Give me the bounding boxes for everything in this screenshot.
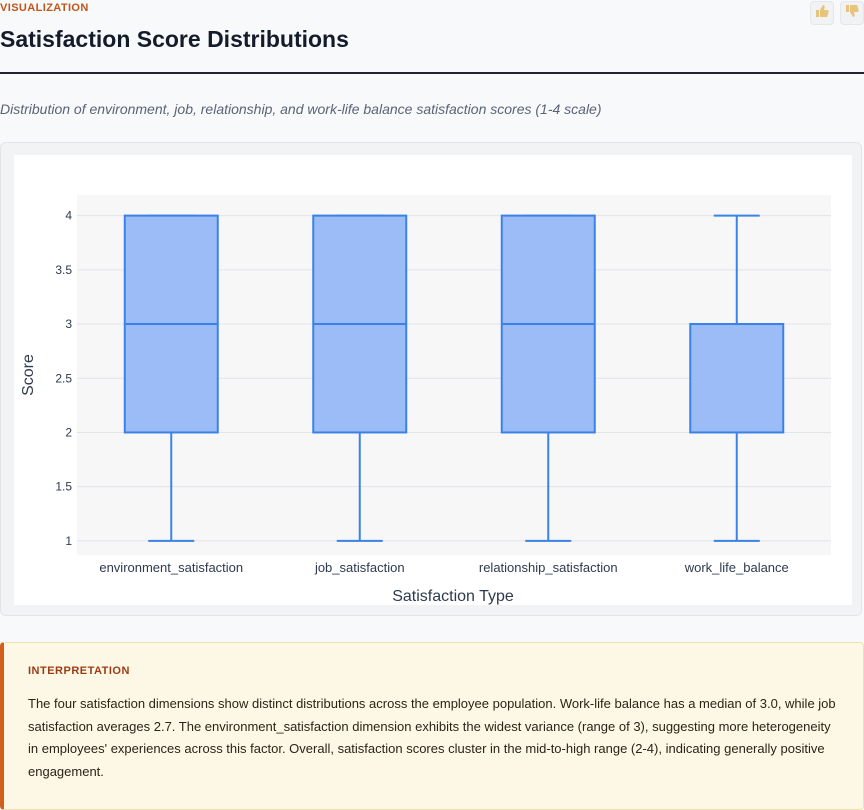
- chart-subtitle: Distribution of environment, job, relati…: [0, 101, 602, 117]
- y-tick-label: 3.5: [55, 263, 72, 277]
- y-tick-label: 1.5: [55, 480, 72, 494]
- y-tick-label: 4: [65, 209, 72, 223]
- thumbs-down-button[interactable]: [840, 1, 864, 25]
- x-axis-label: Satisfaction Type: [392, 588, 514, 605]
- title-divider: [0, 72, 864, 74]
- page-title: Satisfaction Score Distributions: [0, 26, 349, 52]
- y-tick-label: 2.5: [55, 371, 72, 385]
- section-label: VISUALIZATION: [0, 2, 89, 14]
- x-tick-label: environment_satisfaction: [99, 560, 243, 575]
- x-tick-label: relationship_satisfaction: [479, 560, 618, 575]
- thumbs-up-icon: [815, 4, 829, 23]
- y-tick-label: 3: [65, 317, 72, 331]
- box-group: [123, 214, 219, 542]
- thumbs-up-button[interactable]: [810, 1, 834, 25]
- y-tick-label: 2: [65, 425, 72, 439]
- box-plot: 1 1.5 2 2.5 3 3.5 4 environment_satisfaction job…: [14, 155, 852, 605]
- interpretation-label: INTERPRETATION: [28, 665, 130, 677]
- box-group: [689, 214, 785, 542]
- thumbs-down-icon: [845, 4, 859, 23]
- x-tick-label: work_life_balance: [684, 560, 789, 575]
- y-axis-label: Score: [20, 354, 37, 396]
- interpretation-panel: INTERPRETATION The four satisfaction dim…: [0, 642, 864, 810]
- box-iqr: [689, 323, 785, 434]
- y-tick-label: 1: [65, 534, 72, 548]
- x-tick-label: job_satisfaction: [314, 560, 405, 575]
- interpretation-text: The four satisfaction dimensions show di…: [28, 696, 836, 779]
- box-group: [500, 214, 596, 542]
- box-group: [312, 214, 408, 542]
- chart-card: 1 1.5 2 2.5 3 3.5 4 environment_satisfaction job…: [0, 142, 862, 616]
